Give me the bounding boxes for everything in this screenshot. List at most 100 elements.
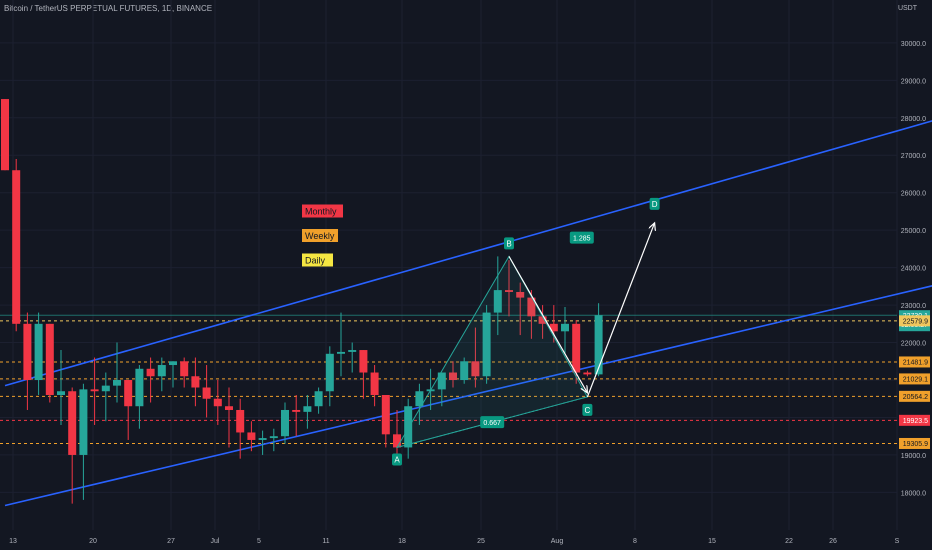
y-tick-label: 22000.0 bbox=[901, 341, 926, 348]
legend-daily-swatch bbox=[302, 253, 333, 267]
pattern-cd-arrow bbox=[586, 223, 654, 398]
x-tick-label: 5 bbox=[257, 538, 261, 545]
candle-body bbox=[68, 391, 77, 455]
x-tick-label: 18 bbox=[398, 538, 406, 545]
candle-body bbox=[493, 290, 502, 313]
pattern-bc-arrow bbox=[508, 256, 587, 392]
candle-body bbox=[527, 297, 536, 317]
price-tag-label-1: 22579.9 bbox=[903, 318, 928, 325]
candle-body bbox=[202, 387, 211, 399]
axis-unit: USDT bbox=[897, 5, 917, 12]
candle-body bbox=[236, 409, 245, 433]
candle-body bbox=[583, 372, 592, 375]
x-tick-label: 20 bbox=[89, 538, 97, 545]
price-tag-label-3: 21029.1 bbox=[903, 376, 928, 383]
candle-body bbox=[415, 391, 424, 407]
candle-body bbox=[79, 389, 88, 455]
channel-line-lower bbox=[4, 285, 932, 507]
pattern-point-a: A bbox=[394, 455, 400, 464]
candle-body bbox=[325, 353, 334, 392]
candle-body bbox=[393, 434, 401, 448]
x-tick-label: 13 bbox=[9, 538, 17, 545]
candle-body bbox=[292, 409, 301, 412]
candle-body bbox=[169, 361, 177, 366]
candle-body bbox=[191, 376, 200, 388]
pattern-ratio-1: 1.285 bbox=[573, 236, 591, 243]
y-tick-label: 30000.0 bbox=[901, 41, 926, 48]
candle-body bbox=[404, 406, 413, 448]
candle-body bbox=[561, 323, 569, 332]
price-tag-label-4: 20564.2 bbox=[903, 394, 928, 401]
x-tick-label: 8 bbox=[633, 538, 637, 545]
x-tick-label: 26 bbox=[829, 538, 837, 545]
y-tick-label: 23000.0 bbox=[901, 303, 926, 310]
pattern-point-b-badge bbox=[504, 237, 514, 250]
candle-body bbox=[437, 372, 446, 390]
x-tick-label: 22 bbox=[785, 538, 793, 545]
y-tick-label: 27000.0 bbox=[901, 153, 926, 160]
x-tick-label: S bbox=[895, 538, 900, 545]
candle-body bbox=[101, 385, 110, 392]
candle-body bbox=[45, 323, 54, 395]
candle-body bbox=[348, 350, 357, 352]
y-tick-label: 19000.0 bbox=[901, 453, 926, 460]
candle-body bbox=[370, 372, 379, 395]
legend-monthly-swatch bbox=[302, 204, 343, 218]
candle-body bbox=[135, 368, 144, 407]
x-tick-label: 27 bbox=[167, 538, 175, 545]
price-axis: 30000.0 29000.0 28000.0 27000.0 26000.0 25000… bbox=[899, 41, 930, 497]
candlesticks bbox=[1, 99, 603, 504]
price-tag-5 bbox=[899, 414, 930, 426]
candle-body bbox=[359, 350, 368, 373]
candle-body bbox=[303, 406, 312, 412]
candle-body bbox=[146, 368, 155, 377]
trend-channel bbox=[4, 120, 932, 507]
channel-line-upper bbox=[4, 120, 932, 387]
candle-body bbox=[57, 391, 65, 395]
candle-body bbox=[90, 389, 99, 392]
x-tick-label: Aug bbox=[551, 538, 564, 545]
candle-body bbox=[460, 361, 469, 381]
pattern-ratio-badge-1 bbox=[569, 231, 594, 244]
pattern-point-a-badge bbox=[392, 453, 402, 466]
price-tag-label-6: 19305.9 bbox=[903, 441, 928, 448]
candle-body bbox=[482, 312, 491, 377]
candle-body bbox=[549, 323, 558, 332]
y-tick-label: 28000.0 bbox=[901, 116, 926, 123]
legend-daily: Daily bbox=[305, 256, 326, 266]
y-tick-label: 24000.0 bbox=[901, 266, 926, 273]
price-tag-4 bbox=[899, 390, 930, 402]
candle-body bbox=[180, 361, 189, 377]
price-tag-2 bbox=[899, 356, 930, 368]
candle-body bbox=[281, 409, 289, 437]
candle-body bbox=[337, 351, 345, 354]
x-tick-label: 11 bbox=[322, 538, 329, 545]
pattern-ratio-0: 0.667 bbox=[483, 420, 501, 427]
pattern-point-d: D bbox=[652, 200, 658, 209]
pattern-point-b: B bbox=[506, 239, 511, 248]
candle-body bbox=[1, 99, 9, 171]
price-tag-6 bbox=[899, 437, 930, 449]
x-tick-label: 25 bbox=[477, 538, 485, 545]
candle-body bbox=[23, 323, 32, 381]
pattern-point-c: C bbox=[585, 406, 591, 415]
y-tick-label: 29000.0 bbox=[901, 78, 926, 85]
grid bbox=[0, 0, 898, 530]
candle-body bbox=[157, 365, 166, 377]
symbol-title: Bitcoin / TetherUS PERPETUAL FUTURES, 1D… bbox=[4, 4, 213, 13]
pattern-point-c-badge bbox=[582, 403, 593, 416]
candle-body bbox=[505, 290, 513, 292]
x-tick-label: 15 bbox=[708, 538, 716, 545]
candle-body bbox=[381, 394, 390, 435]
candle-body bbox=[247, 432, 256, 440]
legend-weekly-swatch bbox=[302, 229, 338, 242]
price-tag-label-5: 19923.5 bbox=[903, 418, 928, 425]
candle-body bbox=[449, 372, 457, 381]
pattern-point-d-badge bbox=[649, 197, 660, 210]
candle-body bbox=[258, 438, 267, 440]
price-level-lines bbox=[0, 314, 897, 444]
legend-monthly: Monthly bbox=[305, 207, 337, 217]
candle-body bbox=[124, 380, 133, 407]
y-tick-label: 18000.0 bbox=[901, 490, 926, 497]
